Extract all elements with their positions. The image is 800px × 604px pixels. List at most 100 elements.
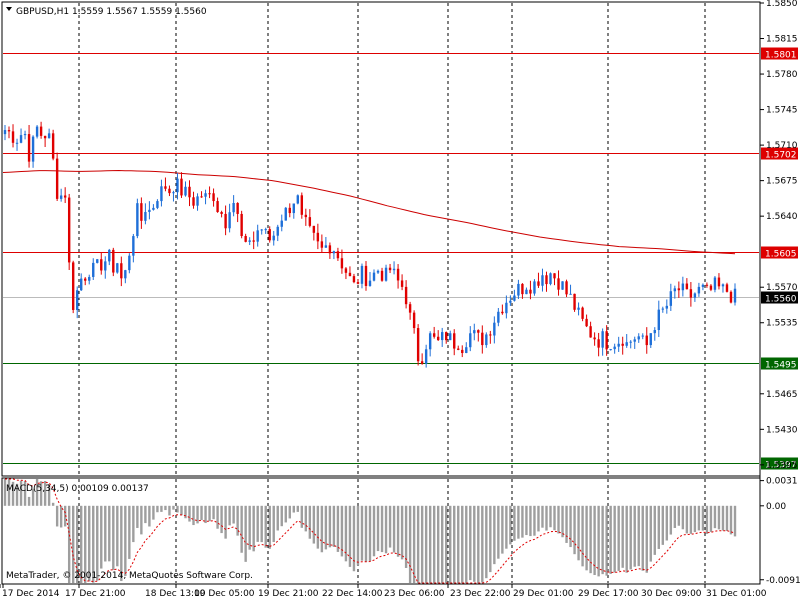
- candle-body: [284, 207, 287, 221]
- macd-bar: [100, 505, 103, 569]
- candle-body: [116, 263, 119, 273]
- macd-bar: [505, 505, 508, 549]
- macd-bar: [461, 505, 464, 583]
- candle-body: [268, 229, 271, 241]
- candle-body: [232, 202, 235, 213]
- candle-body: [348, 272, 352, 277]
- macd-bar: [180, 505, 183, 516]
- macd-bar: [67, 505, 71, 583]
- macd-bar: [136, 505, 139, 528]
- candle-body: [388, 267, 392, 271]
- macd-bar: [669, 505, 673, 535]
- candle-body: [124, 270, 127, 279]
- candle-body: [633, 339, 636, 342]
- macd-bar: [51, 502, 55, 506]
- candle-body: [92, 262, 95, 277]
- candle-body: [212, 193, 215, 202]
- candle-body: [3, 130, 7, 135]
- candle-body: [160, 186, 163, 202]
- candle-body: [356, 282, 360, 284]
- macd-bar: [573, 505, 576, 555]
- candle-body: [585, 318, 588, 327]
- macd-bar: [192, 505, 195, 526]
- candle-body: [661, 308, 665, 310]
- macd-bar: [629, 505, 632, 570]
- candle-body: [312, 225, 316, 233]
- candle-body: [188, 186, 191, 198]
- macd-bar: [709, 505, 713, 532]
- macd-bar: [132, 505, 135, 543]
- candle-body: [581, 307, 584, 319]
- candle-body: [332, 251, 336, 254]
- candle-body: [47, 133, 51, 139]
- candle-body: [144, 211, 147, 221]
- candle-body: [360, 265, 364, 284]
- macd-bar: [300, 505, 304, 528]
- candle-body: [689, 289, 693, 298]
- time-tick-label: 29 Dec 01:00: [513, 589, 574, 599]
- candle-body: [497, 311, 500, 323]
- macd-bar: [396, 505, 400, 557]
- macd-bar: [673, 505, 677, 528]
- macd-bar: [637, 505, 640, 567]
- candle-body: [404, 286, 408, 305]
- macd-bar: [260, 505, 263, 543]
- candle-body: [525, 289, 528, 295]
- collapse-icon[interactable]: [6, 7, 12, 11]
- price-tick-label: 1.5745: [766, 106, 798, 116]
- macd-bar: [589, 505, 592, 574]
- candle-body: [685, 283, 689, 290]
- price-tick-label: 1.5395: [766, 461, 798, 471]
- candle-body: [380, 270, 384, 281]
- candles-group: [3, 121, 737, 368]
- candle-body: [477, 330, 480, 333]
- candle-body: [713, 277, 717, 290]
- macd-bar: [469, 505, 472, 581]
- candle-body: [63, 195, 67, 198]
- macd-bar: [681, 505, 685, 530]
- price-tick-label: 1.5780: [766, 70, 798, 80]
- macd-bar: [92, 505, 95, 583]
- candle-body: [561, 281, 564, 290]
- macd-bar: [601, 505, 604, 575]
- macd-bar: [15, 483, 19, 506]
- macd-bar: [581, 505, 584, 567]
- macd-label: MACD(5,34,5) 0.00109 0.00137: [6, 484, 149, 494]
- time-tick-label: 19 Dec 21:00: [258, 589, 319, 599]
- macd-bar: [140, 505, 143, 535]
- level-price-tag: [761, 147, 798, 160]
- candle-body: [84, 278, 87, 281]
- candle-body: [31, 136, 35, 162]
- macd-bar: [220, 505, 223, 534]
- candle-body: [617, 343, 620, 347]
- macd-bar: [416, 505, 420, 583]
- macd-bar: [653, 505, 656, 555]
- macd-bar: [713, 505, 717, 529]
- level-price-label: 1.5495: [765, 361, 797, 371]
- candle-body: [152, 207, 155, 210]
- macd-bar: [685, 505, 689, 534]
- macd-bar: [63, 505, 67, 527]
- candle-body: [88, 276, 91, 281]
- macd-bar: [256, 505, 259, 542]
- candle-body: [192, 197, 195, 206]
- candle-body: [27, 134, 31, 162]
- macd-bar: [296, 505, 300, 512]
- macd-bar: [701, 505, 705, 531]
- candle-body: [589, 326, 592, 338]
- macd-bar: [208, 505, 211, 522]
- price-tick-label: 1.5815: [766, 35, 798, 45]
- candle-body: [7, 130, 11, 132]
- candle-body: [304, 214, 308, 218]
- macd-bar: [304, 505, 308, 532]
- macd-bar: [697, 505, 701, 531]
- macd-bar: [172, 505, 175, 510]
- candle-body: [100, 259, 103, 271]
- candle-body: [569, 293, 572, 295]
- macd-bar: [717, 505, 721, 530]
- macd-tick-label: -0.0091: [766, 576, 800, 586]
- candle-body: [344, 268, 348, 273]
- candle-body: [51, 133, 55, 159]
